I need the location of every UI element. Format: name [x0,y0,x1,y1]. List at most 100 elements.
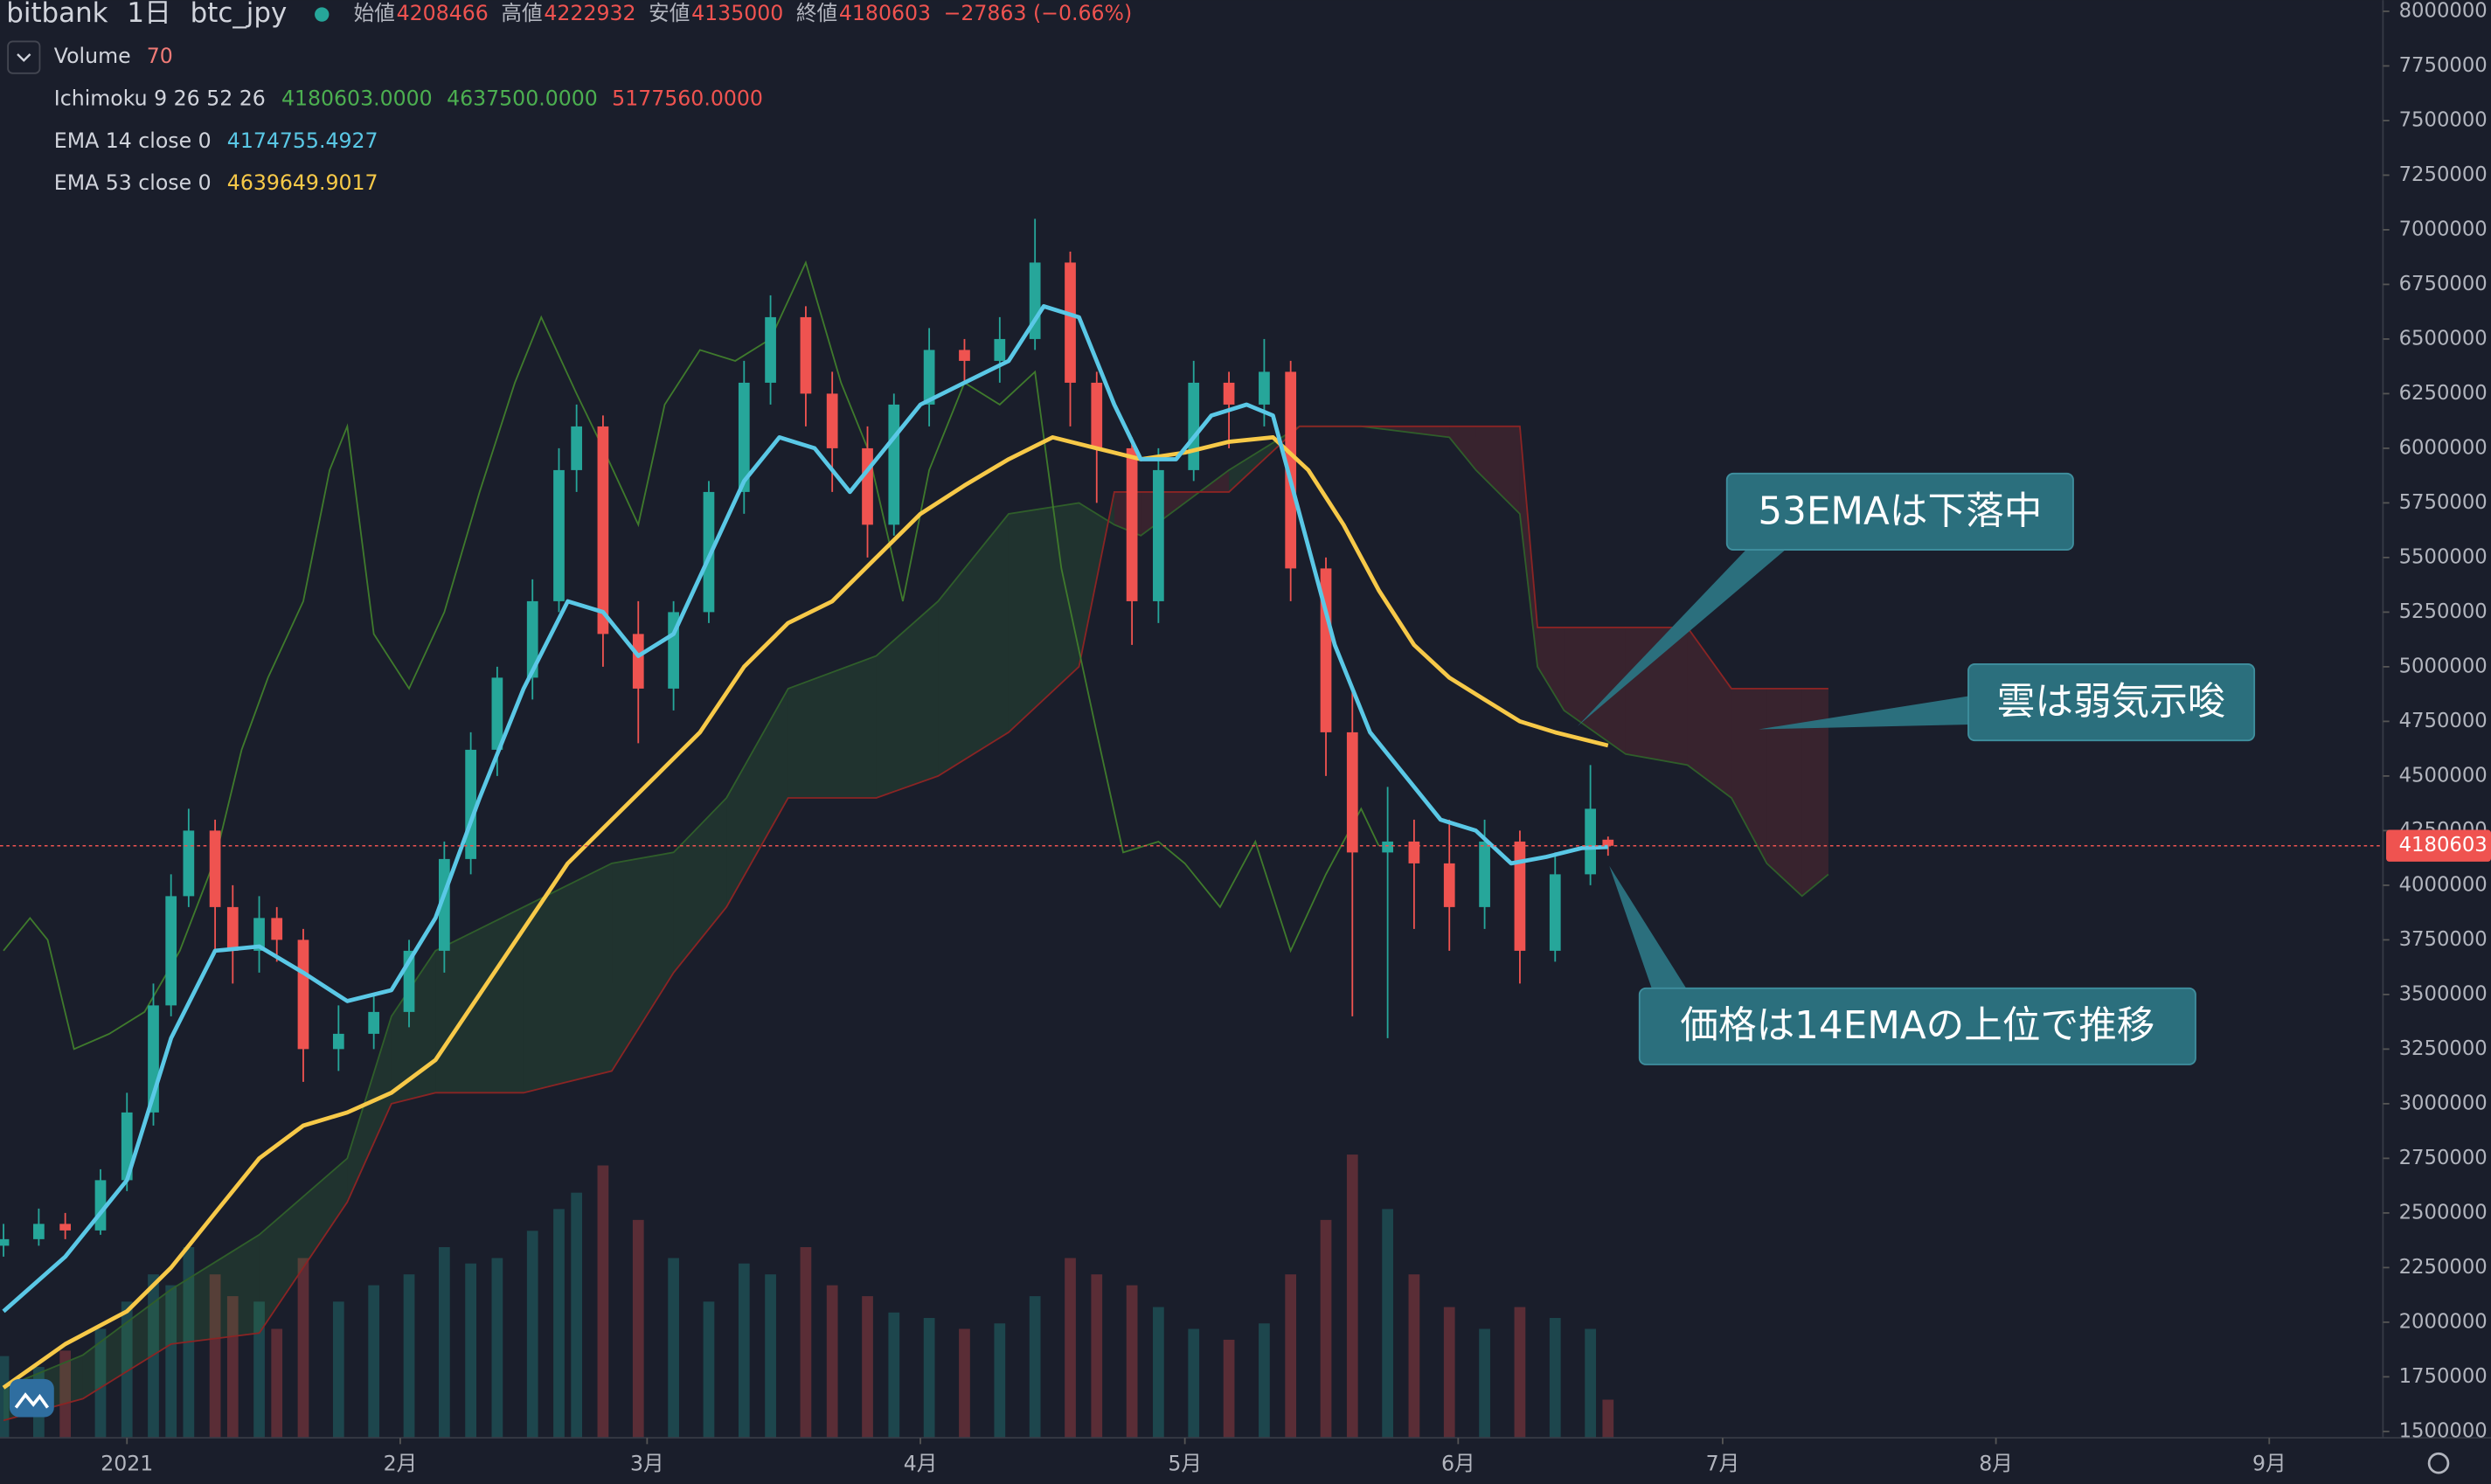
candle-body [491,677,503,750]
volume-bar [465,1263,476,1439]
cloud-segment [1475,426,1520,514]
volume-bar [526,1231,538,1439]
candle-body [0,1238,10,1246]
cloud-segment [170,1234,260,1344]
volume-bar [826,1285,838,1439]
volume-bar [1126,1285,1138,1439]
volume-bar [59,1350,72,1439]
low-value: 4135000 [691,1,783,25]
cloud-segment [82,1289,171,1399]
candle-body [888,404,900,525]
ema-14-line [2,304,1608,1314]
candle-body [59,1224,72,1231]
indicator-name: Ichimoku 9 26 52 26 [54,86,266,110]
cloud-segment [1801,688,1828,897]
y-tick-label: 2250000 [2399,1256,2488,1279]
status-dot [315,7,330,22]
cloud-segment [259,1158,348,1334]
indicator-name: Volume [54,44,131,68]
candle-body [1223,382,1235,405]
volume-bar [632,1219,644,1439]
volume-bar [297,1258,309,1439]
volume-bar [491,1258,503,1439]
volume-bar [1479,1328,1490,1439]
volume-bar [668,1258,679,1439]
y-tick-label: 1750000 [2399,1365,2488,1388]
logo-mark [14,1392,50,1409]
candle-body [332,1033,344,1050]
indicator-value: 70 [147,44,173,68]
volume-bar [1153,1307,1164,1439]
candle-body [297,940,309,1050]
exchange: bitbank [6,0,108,29]
x-tick-label: 2月 [384,1452,418,1476]
candle-body [526,600,538,678]
change-value: −27863 (−0.66%) [944,1,1133,25]
volume-bar [862,1296,873,1439]
candle-body [1126,447,1138,601]
candle-body [597,426,609,635]
candle-body [1346,732,1358,853]
candle-body [209,830,221,907]
indicator-value: 4639649.9017 [227,170,378,195]
candle-body [1188,382,1200,470]
candle-body [368,1011,380,1034]
volume-bar [959,1328,970,1439]
callout-box [1725,472,2074,551]
volume-bar [703,1301,715,1439]
candle-body [1153,469,1164,601]
low-label: 安値 [649,1,690,25]
candle-body [703,491,715,613]
x-tick-label: 8月 [1979,1452,2013,1476]
logo[interactable] [9,1378,54,1418]
candle-body [923,350,935,405]
y-tick-label: 5750000 [2399,491,2488,514]
volume-bar [1320,1219,1332,1439]
cloud-segment [347,1016,392,1203]
cloud-segment [1687,627,1732,798]
interval: 1日 [127,0,171,29]
close-label: 終値 [796,1,837,25]
cloud-segment [1766,688,1802,897]
y-tick-label: 3750000 [2399,928,2488,951]
candle-body [33,1224,45,1239]
cloud-segment [938,513,1009,776]
candle-body [571,426,583,470]
indicator-value: 4637500.0000 [447,86,598,110]
volume-bar [1382,1209,1393,1439]
cloud-segment [1731,688,1767,863]
volume-bar [0,1356,10,1439]
volume-bar [1443,1307,1455,1439]
volume-bar [94,1328,107,1439]
volume-bar [253,1301,265,1439]
indicator-value: 5177560.0000 [612,86,763,110]
x-tick-label: 9月 [2252,1452,2286,1476]
open-label: 始値 [354,1,395,25]
price-label: 4180603 [2399,834,2488,856]
settings-icon[interactable] [2427,1452,2450,1474]
cloud-segment [391,950,436,1104]
candle-body [1443,863,1455,907]
volume-bar [121,1301,133,1439]
y-tick-label: 4750000 [2399,710,2488,732]
collapse-button[interactable] [7,40,41,74]
candle-body [800,316,812,394]
y-tick-label: 6000000 [2399,436,2488,459]
x-tick-label: 5月 [1168,1452,1202,1476]
y-tick-label: 8000000 [2399,0,2488,22]
candle-body [1585,808,1596,875]
y-tick-label: 2750000 [2399,1147,2488,1169]
span-a-line [3,425,1829,1389]
candle-body [165,896,177,1006]
candle-body [994,338,1006,361]
candle-body [1514,841,1526,951]
y-tick-label: 3000000 [2399,1092,2488,1114]
cloud-segment [876,600,939,798]
volume-bar [553,1209,565,1439]
volume-bar [209,1274,221,1439]
y-tick-label: 5000000 [2399,655,2488,677]
volume-bar [226,1296,239,1439]
cloud-segment [524,863,613,1093]
candle-body [1065,262,1076,383]
volume-bar [368,1285,380,1439]
